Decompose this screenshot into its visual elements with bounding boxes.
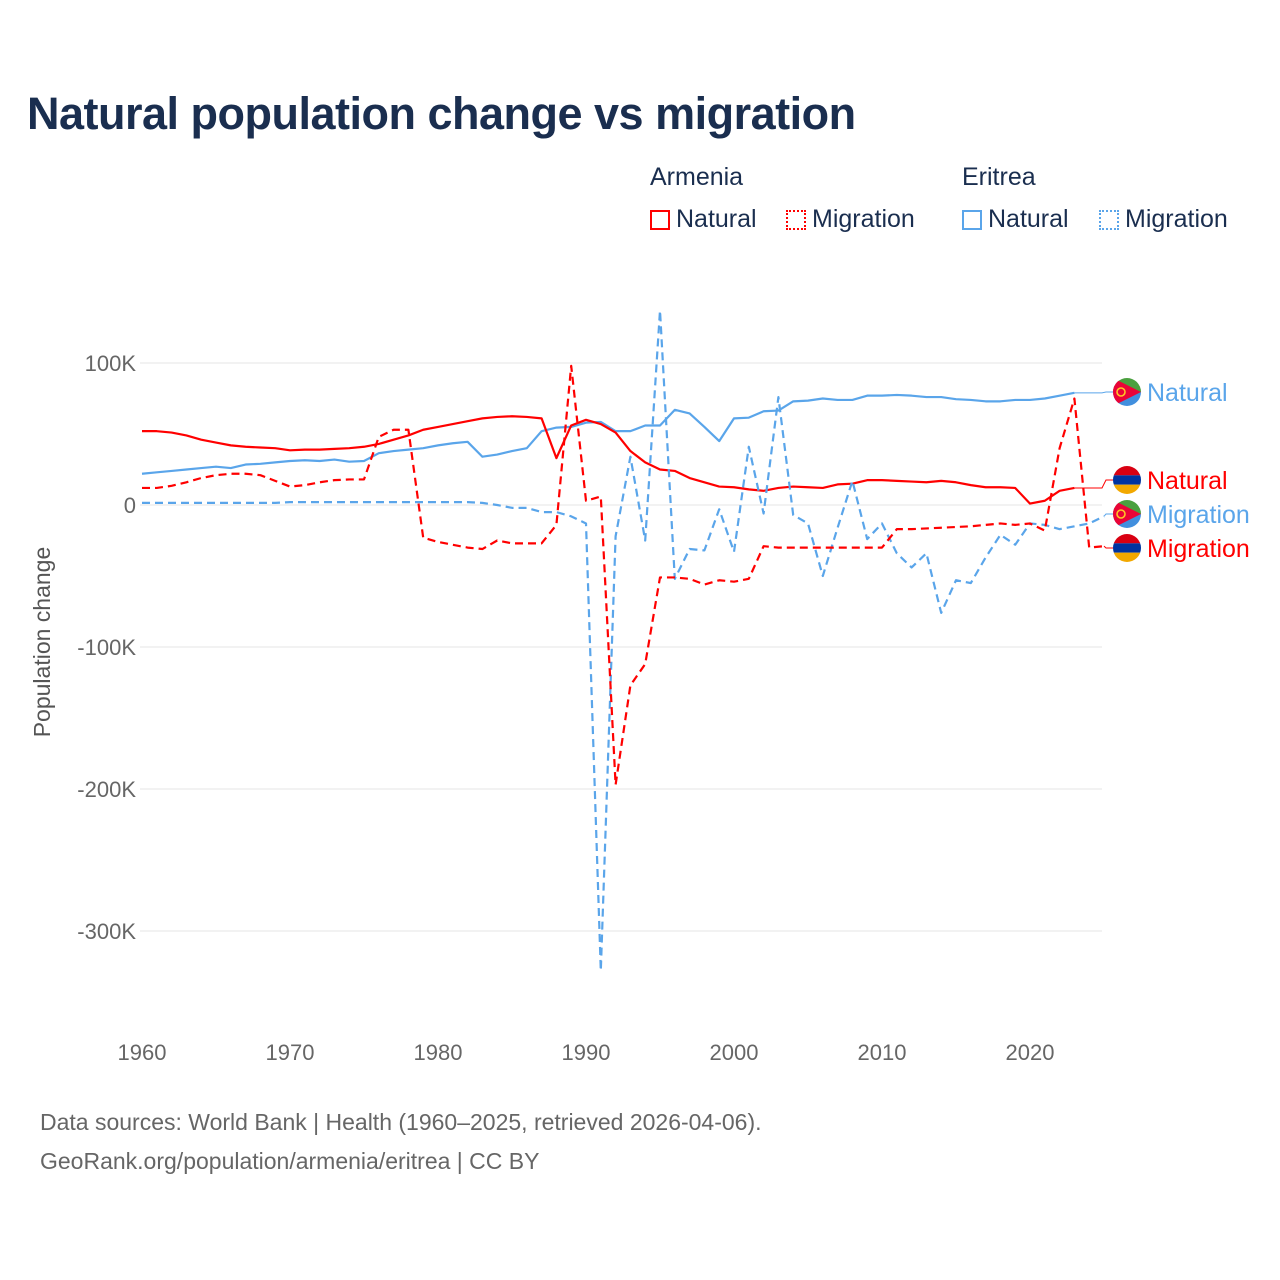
chart-title: Natural population change vs migration (27, 88, 856, 139)
legend-group-armenia: Armenia (650, 163, 744, 191)
flag-body (1113, 378, 1141, 406)
label-connector (1074, 479, 1113, 489)
legend-swatch-dotted (786, 209, 806, 230)
label-connector (1103, 513, 1113, 517)
y-tick-label: 0 (124, 493, 136, 518)
flag-red-triangle (1113, 500, 1141, 528)
legend-item-eritrea-natural[interactable]: Natural (962, 205, 1069, 234)
series-end-label: Natural (1147, 467, 1228, 495)
series-line-eritrea-migration (142, 309, 1105, 972)
legend-item-eritrea-migration[interactable]: Migration (1099, 205, 1228, 234)
legend-group-eritrea: Eritrea (962, 163, 1036, 191)
flag-stripe-orange (1113, 484, 1141, 494)
legend-label: Migration (812, 205, 915, 233)
legend-item-armenia-natural[interactable]: Natural (650, 205, 757, 234)
legend-item-armenia-migration[interactable]: Migration (786, 205, 915, 234)
label-connector (1074, 391, 1113, 394)
x-tick-label: 1960 (118, 1040, 167, 1065)
flag-stripe-blue (1113, 543, 1141, 553)
eritrea-flag-icon (1113, 500, 1141, 528)
legend-label: Migration (1125, 205, 1228, 233)
x-tick-label: 2010 (858, 1040, 907, 1065)
x-tick-label: 1980 (414, 1040, 463, 1065)
legend-label: Natural (676, 205, 757, 233)
flag-emblem (1116, 509, 1126, 519)
flag-stripe-red (1113, 534, 1141, 544)
series-end-label: Natural (1147, 379, 1228, 407)
series-line-armenia-natural (142, 415, 1075, 505)
y-tick-label: 100K (85, 351, 137, 376)
series-line-armenia-migration (142, 364, 1105, 786)
y-axis-title: Population change (29, 547, 55, 738)
footer-source: Data sources: World Bank | Health (1960–… (40, 1109, 762, 1135)
legend-label: Natural (988, 205, 1069, 233)
armenia-flag-icon (1113, 534, 1141, 562)
legend-swatch-solid (962, 209, 982, 230)
series-line-eritrea-natural (141, 391, 1075, 475)
y-tick-label: -200K (77, 777, 136, 802)
series-end-label: Migration (1147, 535, 1250, 563)
y-tick-label: -300K (77, 919, 136, 944)
x-tick-label: 2000 (710, 1040, 759, 1065)
legend-swatch-solid (650, 209, 670, 230)
armenia-flag-icon (1113, 466, 1141, 494)
series-end-label: Migration (1147, 501, 1250, 529)
flag-body (1113, 534, 1141, 562)
flag-red-triangle (1113, 378, 1141, 406)
x-tick-label: 2020 (1006, 1040, 1055, 1065)
label-connector (1103, 545, 1113, 549)
flag-body (1113, 500, 1141, 528)
eritrea-flag-icon (1113, 378, 1141, 406)
x-tick-label: 1970 (266, 1040, 315, 1065)
flag-body (1113, 466, 1141, 494)
flag-stripe-orange (1113, 552, 1141, 562)
flag-stripe-red (1113, 466, 1141, 476)
flag-stripe-blue (1113, 475, 1141, 485)
footer-url[interactable]: GeoRank.org/population/armenia/eritrea |… (40, 1148, 540, 1174)
y-tick-label: -100K (77, 635, 136, 660)
legend-swatch-dotted (1099, 209, 1119, 230)
flag-emblem (1116, 387, 1126, 397)
x-tick-label: 1990 (562, 1040, 611, 1065)
